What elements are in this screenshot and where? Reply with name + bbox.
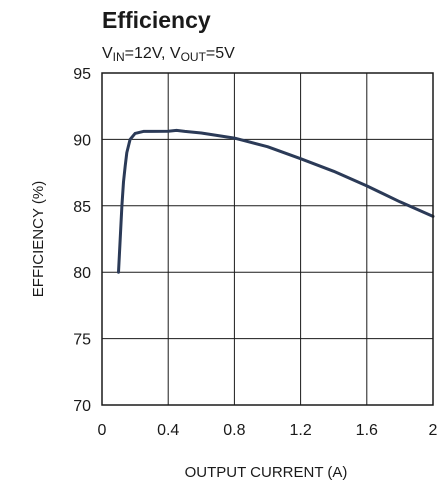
efficiency-series-line [117,128,435,274]
y-tick-label: 95 [73,66,91,83]
y-tick-label: 85 [73,199,91,216]
chart-subtitle: VIN=12V, VOUT=5V [102,45,235,64]
grid-layer [102,73,433,405]
y-tick-label: 90 [73,132,91,149]
vin-subscript: IN [113,50,125,64]
chart-title: Efficiency [102,7,211,33]
x-tick-label: 1.6 [356,422,378,439]
x-tick-label: 0 [98,422,107,439]
vout-subscript: OUT [181,50,207,64]
y-tick-label: 75 [73,332,91,349]
series-layer [117,128,435,274]
vout-value: =5V [206,45,235,62]
y-tick-label: 70 [73,398,91,415]
plot-frame [101,72,434,406]
y-axis-label: EFFICIENCY (%) [30,181,47,297]
tick-label-layer: 0 0.4 0.8 1.2 1.6 2 95 90 85 80 75 70 [73,66,437,439]
x-tick-label: 1.2 [289,422,311,439]
x-tick-label: 0.8 [223,422,245,439]
x-tick-label: 0.4 [157,422,179,439]
vout-prefix: V [170,45,181,62]
y-tick-label: 80 [73,265,91,282]
x-tick-label: 2 [429,422,438,439]
vin-prefix: V [102,45,113,62]
vin-value: =12V, [125,45,170,62]
x-axis-label: OUTPUT CURRENT (A) [185,464,348,481]
